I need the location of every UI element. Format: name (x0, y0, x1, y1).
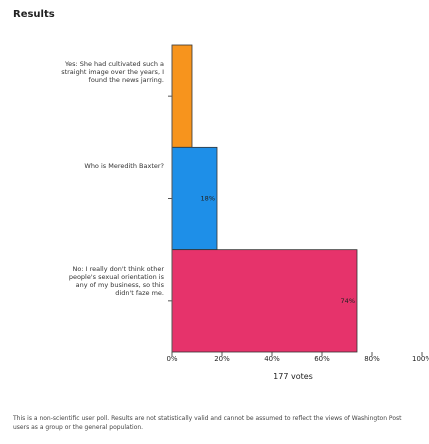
x-tick-label: 80% (364, 355, 380, 363)
x-axis-label: 177 votes (273, 372, 313, 381)
value-label: 18% (201, 195, 215, 203)
value-label: 74% (341, 297, 355, 305)
category-label: No: I really don't think other people's … (68, 264, 164, 297)
x-tick-label: 40% (264, 355, 280, 363)
x-tick-label: 0% (166, 355, 177, 363)
bar (171, 146, 218, 251)
x-tick-label: 100% (412, 355, 429, 363)
x-tick-label: 60% (314, 355, 330, 363)
bar (171, 249, 358, 353)
footnote: This is a non-scientific user poll. Resu… (13, 415, 402, 431)
x-tick-label: 20% (214, 355, 230, 363)
chart-title: Results (13, 9, 55, 20)
bar (171, 44, 193, 148)
category-label: Yes: She had cultivated such a straight … (61, 60, 164, 84)
category-label: Who is Meredith Baxter? (84, 162, 164, 171)
